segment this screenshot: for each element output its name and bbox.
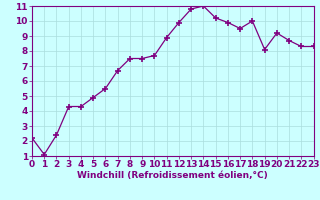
X-axis label: Windchill (Refroidissement éolien,°C): Windchill (Refroidissement éolien,°C) [77,171,268,180]
